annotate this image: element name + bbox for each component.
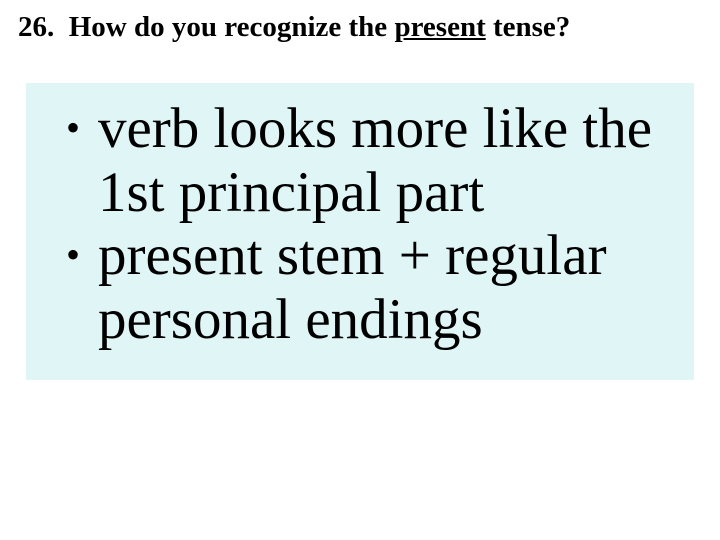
question-number: 26. <box>18 11 54 43</box>
question-heading: 26. How do you recognize the present ten… <box>18 10 702 45</box>
answer-box: •verb looks more like the 1st principal … <box>26 83 694 380</box>
bullet-icon: • <box>66 97 98 161</box>
heading-post: tense? <box>486 11 571 43</box>
bullet-text: verb looks more like the 1st principal p… <box>98 97 652 224</box>
list-item: •verb looks more like the 1st principal … <box>26 97 694 225</box>
list-item: •present stem + regular personal endings <box>26 224 694 352</box>
slide: 26. How do you recognize the present ten… <box>0 0 720 540</box>
bullet-icon: • <box>66 224 98 288</box>
heading-underlined: present <box>394 11 485 43</box>
heading-pre: How do you recognize the <box>69 11 395 43</box>
bullet-text: present stem + regular personal endings <box>98 224 607 351</box>
